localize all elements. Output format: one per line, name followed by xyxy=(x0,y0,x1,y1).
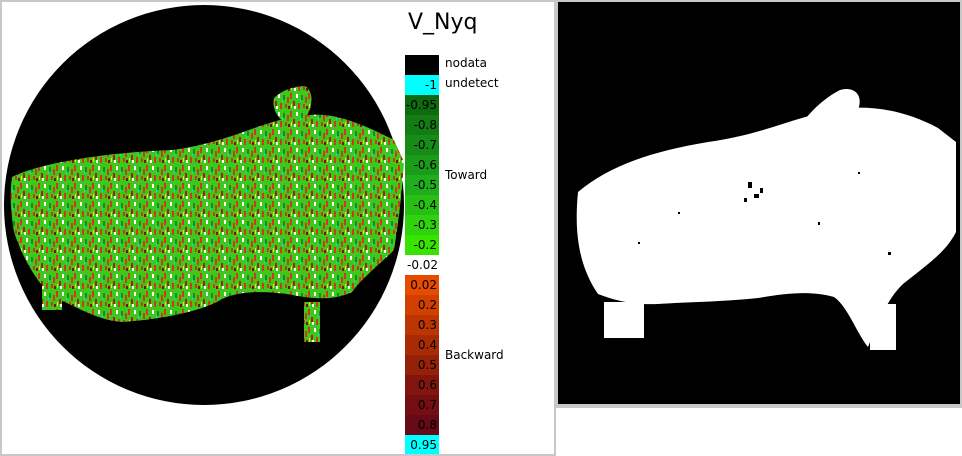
legend-tick-label: -0.6 xyxy=(414,158,437,172)
legend-swatch xyxy=(405,275,439,295)
legend-special-label: undetect xyxy=(445,76,499,90)
legend-swatch xyxy=(405,195,439,215)
color-legend: nodata undetect -1 -0.95 -0.8 -0.7 -0.6 -0.5 -0.… xyxy=(405,55,504,454)
legend-swatch xyxy=(405,235,439,255)
legend-tick-label: -0.02 xyxy=(407,258,438,272)
legend-tick-label: 0.7 xyxy=(418,398,437,412)
legend-tick-label: 0.8 xyxy=(418,418,437,432)
mask-region xyxy=(576,107,956,347)
echo-patch xyxy=(42,282,62,310)
legend-tick-label: -1 xyxy=(425,78,437,92)
legend-swatch xyxy=(405,375,439,395)
legend-swatch xyxy=(405,295,439,315)
legend-tick-label: 0.2 xyxy=(418,298,437,312)
legend-tick-label: 0.5 xyxy=(418,358,437,372)
mask-panel xyxy=(556,0,962,408)
legend-tick-label: 0.4 xyxy=(418,338,437,352)
legend-tick-label: 0.02 xyxy=(410,278,437,292)
legend-swatch xyxy=(405,255,439,275)
radar-ppi-image xyxy=(4,5,405,405)
legend-swatch xyxy=(405,95,439,115)
radar-panel: V_Nyq nodata undetect -1 -0.95 -0.8 -0.7 -0.6 -… xyxy=(0,0,556,456)
mask-patch xyxy=(870,304,896,350)
legend-swatch xyxy=(405,135,439,155)
legend-tick-label: -0.4 xyxy=(414,198,437,212)
legend-tick-label: -0.7 xyxy=(414,138,437,152)
legend-side-label: Toward xyxy=(444,168,487,182)
legend-swatch xyxy=(405,435,439,454)
legend-tick-label: -0.95 xyxy=(406,98,437,112)
legend-title: V_Nyq xyxy=(408,10,478,35)
legend-tick-label: -0.2 xyxy=(414,238,437,252)
legend-tick-label: 0.6 xyxy=(418,378,437,392)
legend-tick-label: -0.3 xyxy=(414,218,437,232)
legend-swatch xyxy=(405,75,439,95)
legend-swatch xyxy=(405,215,439,235)
legend-swatch-special xyxy=(405,55,439,75)
legend-swatch xyxy=(405,355,439,375)
legend-swatch xyxy=(405,115,439,135)
legend-swatch xyxy=(405,395,439,415)
legend-special-label: nodata xyxy=(445,56,487,70)
echo-patch xyxy=(304,302,320,342)
mask-region-northeast xyxy=(797,88,860,147)
legend-side-label: Backward xyxy=(445,348,504,362)
legend-swatch xyxy=(405,175,439,195)
legend-tick-label: -0.5 xyxy=(414,178,437,192)
echo-patch xyxy=(336,120,348,130)
detection-mask-image xyxy=(576,88,956,350)
legend-swatch xyxy=(405,315,439,335)
mask-gaps xyxy=(638,172,891,255)
mask-patch xyxy=(604,302,644,338)
legend-swatch xyxy=(405,415,439,435)
legend-tick-label: 0.95 xyxy=(410,438,437,452)
legend-swatch xyxy=(405,155,439,175)
legend-tick-label: 0.3 xyxy=(418,318,437,332)
legend-tick-label: -0.8 xyxy=(414,118,437,132)
legend-swatch xyxy=(405,335,439,355)
